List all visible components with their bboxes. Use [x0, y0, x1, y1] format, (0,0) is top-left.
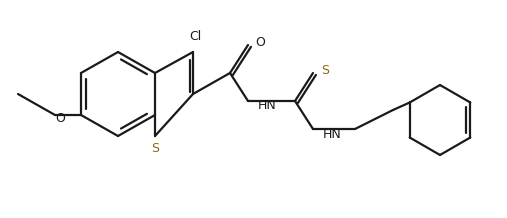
Text: O: O [255, 36, 265, 48]
Text: O: O [55, 112, 65, 126]
Text: S: S [321, 63, 329, 77]
Text: S: S [151, 143, 159, 155]
Text: HN: HN [323, 128, 342, 140]
Text: HN: HN [258, 99, 277, 112]
Text: Cl: Cl [189, 29, 201, 43]
